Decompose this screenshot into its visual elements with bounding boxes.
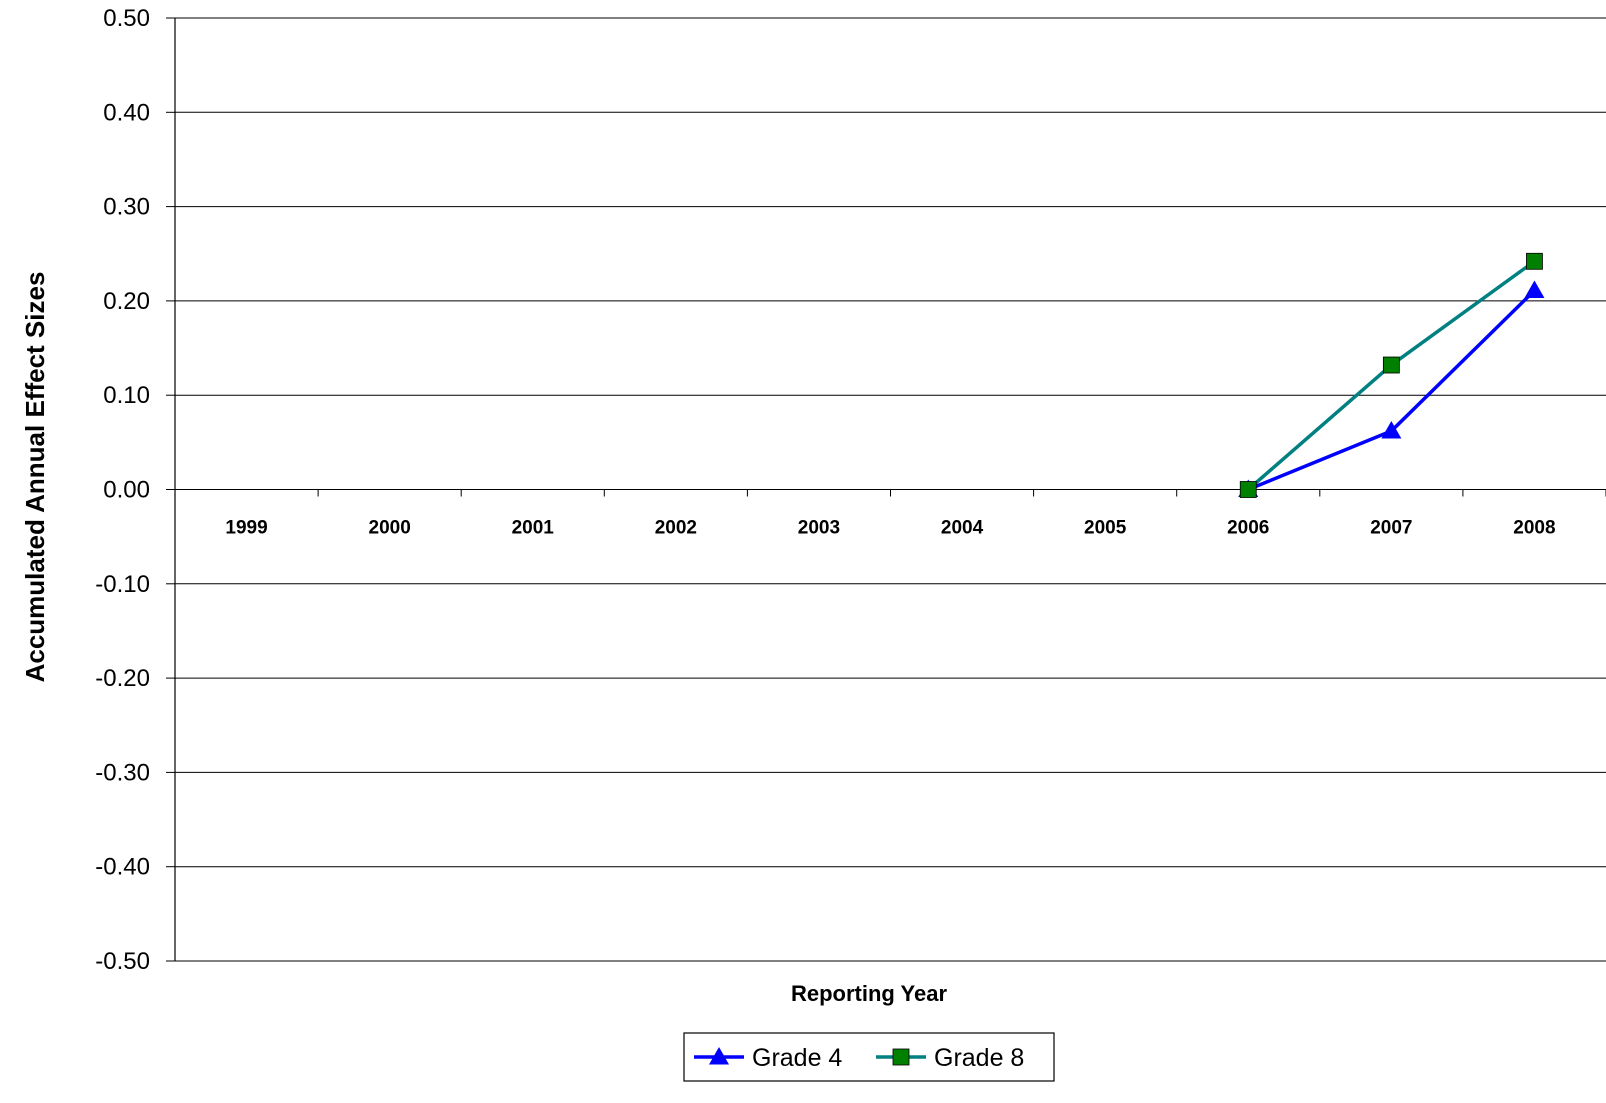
y-tick-label: -0.20 xyxy=(95,665,150,692)
series-group xyxy=(1238,252,1545,498)
series-grade-8 xyxy=(1239,252,1543,498)
legend-label: Grade 4 xyxy=(752,1044,842,1072)
x-tick-label: 2000 xyxy=(369,518,411,539)
y-tick-label: 0.50 xyxy=(103,5,150,32)
x-tick-label: 2005 xyxy=(1084,518,1127,539)
legend: Grade 4 Grade 8 xyxy=(683,1032,1055,1082)
y-tick-label: 0.30 xyxy=(103,194,150,221)
x-tick-label: 2001 xyxy=(512,518,555,539)
data-point xyxy=(1524,280,1545,299)
axes xyxy=(166,17,1606,962)
x-tick-label: 2004 xyxy=(941,518,984,539)
y-tick-label: -0.30 xyxy=(95,759,150,786)
x-axis-label: Reporting Year xyxy=(791,981,948,1006)
y-tick-label: 0.40 xyxy=(103,99,150,126)
data-point xyxy=(1381,421,1402,439)
data-point xyxy=(1239,481,1257,498)
series-line xyxy=(1247,259,1536,491)
x-tick-label: 2003 xyxy=(798,518,840,539)
x-tick-label: 2007 xyxy=(1370,518,1412,539)
y-tick-label: -0.50 xyxy=(95,948,150,975)
data-point xyxy=(1526,252,1543,270)
x-tick-label: 2006 xyxy=(1227,518,1269,539)
series-line xyxy=(1247,289,1536,492)
legend-item: Grade 4 xyxy=(694,1044,842,1072)
series-grade-4 xyxy=(1238,280,1545,497)
legend-box xyxy=(683,1032,1055,1082)
y-tick-label: -0.40 xyxy=(95,854,150,881)
x-tick-labels: 1999 2000 2001 2002 2003 2004 2005 2006 2007 2008 xyxy=(225,518,1555,539)
data-point xyxy=(1382,356,1400,374)
legend-label: Grade 8 xyxy=(934,1044,1024,1072)
x-tick-label: 2008 xyxy=(1513,518,1555,539)
y-tick-label: 0.00 xyxy=(103,477,150,504)
y-tick-label: 0.20 xyxy=(103,288,150,315)
y-tick-labels: 0.50 0.40 0.30 0.20 0.10 0.00 -0.10 -0.20 -0.30 -… xyxy=(95,5,150,975)
x-tick-label: 1999 xyxy=(225,518,267,539)
y-axis-label: Accumulated Annual Effect Sizes xyxy=(20,272,50,683)
legend-item: Grade 8 xyxy=(876,1044,1024,1072)
data-point xyxy=(892,1048,910,1066)
y-tick-label: -0.10 xyxy=(95,571,150,598)
x-tick-label: 2002 xyxy=(655,518,697,539)
data-point xyxy=(709,1047,729,1065)
y-tick-label: 0.10 xyxy=(103,382,150,409)
